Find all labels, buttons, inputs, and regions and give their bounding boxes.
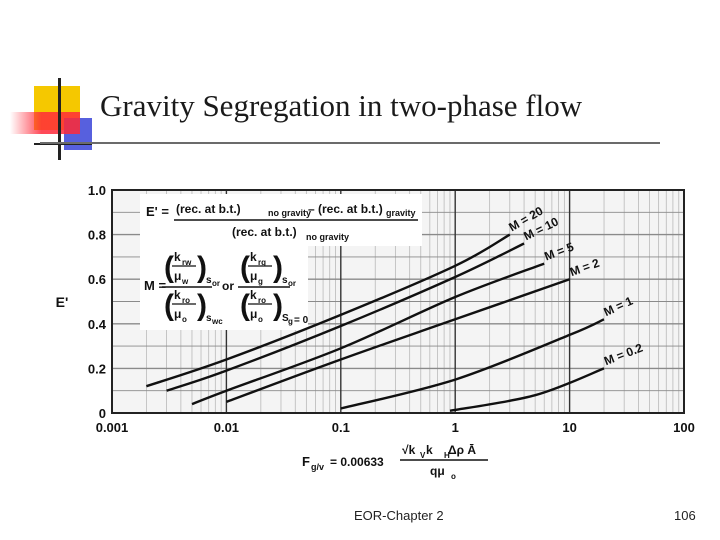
x-axis-label-denominator: qμ [430, 464, 445, 478]
eprime-num-a: (rec. at b.t.) [176, 202, 241, 216]
series-line-m-20 [146, 233, 511, 388]
m-left-den-k: k [174, 288, 181, 302]
x-tick-label: 0.001 [96, 420, 129, 435]
x-axis-label-numerator-part: H [444, 451, 450, 460]
x-tick-label: 1 [452, 420, 459, 435]
y-tick-label: 0.4 [88, 317, 107, 332]
m-right-num-paren-open: ( [240, 251, 250, 284]
m-left-den-sat-sub: wc [211, 317, 223, 326]
x-axis-label-denominator-sub: o [451, 472, 456, 481]
m-right-den-sat-val: = 0 [294, 315, 309, 326]
m-left-den-mu-sub: o [182, 315, 187, 324]
series-line-m-10 [166, 242, 525, 392]
eprime-den: (rec. at b.t.) [232, 225, 297, 239]
deco-red-bar [10, 112, 80, 134]
m-left-num-mu: μ [174, 269, 181, 283]
m-right-den-k-sub: ro [258, 296, 266, 305]
eprime-num-b-sub: gravity [386, 208, 416, 218]
m-right-den-sat: S [282, 313, 289, 324]
m-right-den-mu: μ [250, 307, 257, 321]
deco-horizontal-line [34, 143, 92, 145]
m-right-num-sat: s [282, 275, 288, 286]
m-lhs: M = [144, 278, 166, 293]
y-tick-label: 0.6 [88, 272, 106, 287]
series-line-m-5 [191, 262, 545, 406]
m-right-num-k-sub: rg [258, 258, 266, 267]
m-left-num-mu-sub: w [181, 277, 189, 286]
footer-chapter: EOR-Chapter 2 [354, 508, 444, 523]
eprime-num-a-sub: no gravity [268, 208, 311, 218]
m-right-den-paren-open: ( [240, 289, 250, 322]
m-right-num-sat-sub: or [288, 279, 296, 288]
eprime-den-sub: no gravity [306, 232, 349, 242]
x-tick-label: 10 [562, 420, 576, 435]
m-left-num-k: k [174, 250, 181, 264]
x-axis-label-numerator-part: Δρ Ā [448, 443, 476, 457]
x-axis-label-eq: = 0.00633 [330, 455, 384, 469]
series-line-m-2 [225, 278, 570, 404]
y-tick-label: 0.8 [88, 228, 106, 243]
m-left-num-paren-open: ( [164, 251, 174, 284]
m-left-den-paren-open: ( [164, 289, 174, 322]
y-tick-label: 0 [99, 406, 106, 421]
m-right-num-mu: μ [250, 269, 257, 283]
m-right-den-k: k [250, 288, 257, 302]
m-right-num-k: k [250, 250, 257, 264]
title-underline [40, 142, 660, 144]
m-left-den-sat: s [206, 313, 212, 324]
y-tick-label: 0.2 [88, 361, 106, 376]
m-right-den-mu-sub: o [258, 315, 263, 324]
m-left-num-sat-sub: or [212, 279, 220, 288]
m-right-num-paren-close: ) [273, 251, 283, 284]
m-equation-backdrop [140, 246, 308, 330]
series-line-m-0-2 [449, 367, 605, 412]
plot-frame [111, 189, 685, 414]
m-right-den-sat-sub: g [288, 317, 293, 326]
m-left-num-sat: s [206, 275, 212, 286]
y-axis-label: E' [56, 294, 69, 310]
slide-title: Gravity Segregation in two-phase flow [100, 88, 583, 123]
m-left-den-paren-close: ) [197, 289, 207, 322]
x-axis-label-numerator-part: k [426, 443, 433, 457]
eprime-lhs: E' = [146, 204, 169, 219]
m-right-den-paren-close: ) [273, 289, 283, 322]
m-left-den-mu: μ [174, 307, 181, 321]
page-number: 106 [674, 508, 696, 523]
x-tick-label: 0.01 [214, 420, 239, 435]
y-tick-label: 1.0 [88, 183, 106, 198]
m-left-den-k-sub: ro [182, 296, 190, 305]
x-axis-label-lhs-sub: g/v [311, 462, 324, 472]
x-axis-label-numerator-part: √k [402, 443, 416, 457]
eprime-minus: – (rec. at b.t.) [308, 202, 383, 216]
deco-vertical-line [58, 78, 61, 160]
x-tick-label: 100 [673, 420, 695, 435]
m-or: or [222, 279, 234, 293]
x-axis-label-numerator-part: V [420, 451, 426, 460]
m-left-num-paren-close: ) [197, 251, 207, 284]
m-left-num-k-sub: rw [182, 258, 192, 267]
m-right-num-mu-sub: g [258, 277, 263, 286]
x-axis-label-lhs: F [302, 454, 310, 469]
x-tick-label: 0.1 [332, 420, 350, 435]
series-line-m-1 [340, 318, 605, 410]
